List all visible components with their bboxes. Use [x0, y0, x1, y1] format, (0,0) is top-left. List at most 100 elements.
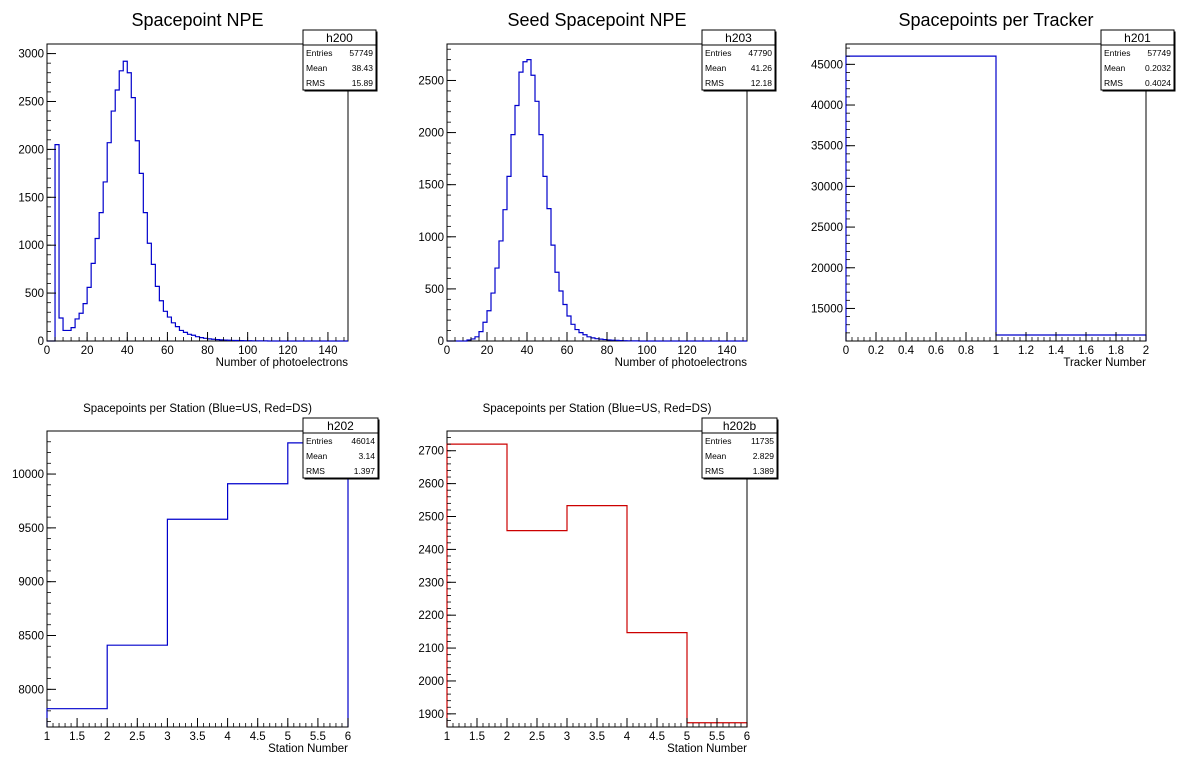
- stats-box: h202b Entries 11735 Mean 2.829 RMS 1.389: [701, 417, 779, 480]
- stats-label: Entries: [306, 436, 332, 446]
- x-tick-label: 4: [224, 731, 231, 743]
- x-tick-label: 0: [444, 345, 450, 357]
- y-tick-label: 8000: [18, 684, 44, 696]
- y-axis: 8000 8500 9000 9500 10000: [12, 430, 56, 723]
- y-tick-label: 2500: [418, 75, 444, 87]
- stats-value: 46014: [351, 436, 375, 446]
- chart-title: Spacepoint NPE: [131, 10, 263, 30]
- stats-value: 1.389: [753, 466, 775, 476]
- y-tick-label: 10000: [12, 469, 44, 481]
- stats-label: Entries: [705, 48, 731, 58]
- y-tick-label: 2400: [418, 544, 444, 556]
- stats-box: h202 Entries 46014 Mean 3.14 RMS 1.397: [302, 417, 380, 480]
- y-tick-label: 2600: [418, 479, 444, 491]
- x-tick-label: 0.4: [898, 345, 915, 357]
- stats-label: Mean: [306, 451, 328, 461]
- stats-label: Mean: [705, 451, 727, 461]
- x-tick-label: 5.5: [310, 731, 326, 743]
- stats-box: h203 Entries 47790 Mean 41.26 RMS 12.18: [701, 29, 777, 92]
- stats-value: 1.397: [354, 466, 376, 476]
- x-tick-label: 0: [44, 345, 50, 357]
- x-tick-label: 3: [164, 731, 170, 743]
- x-tick-label: 4.5: [250, 731, 266, 743]
- y-tick-label: 25000: [811, 222, 843, 234]
- x-tick-label: 1.5: [469, 731, 485, 743]
- stats-label: Entries: [306, 48, 332, 58]
- x-tick-label: 1: [44, 731, 50, 743]
- stats-value: 11735: [751, 436, 774, 446]
- x-tick-label: 2: [504, 731, 510, 743]
- x-tick-label: 20: [81, 345, 94, 357]
- stats-label: Mean: [705, 63, 727, 73]
- y-tick-label: 1000: [18, 240, 44, 252]
- y-tick-label: 40000: [811, 100, 843, 112]
- y-tick-label: 9500: [18, 523, 44, 535]
- y-tick-label: 500: [425, 284, 444, 296]
- stats-value: 12.18: [751, 78, 773, 88]
- y-axis: 15000 20000 25000 30000 35000 40000 45000: [811, 47, 855, 342]
- chart-title: Seed Spacepoint NPE: [507, 10, 686, 30]
- chart-title: Spacepoints per Station (Blue=US, Red=DS…: [483, 403, 712, 415]
- x-axis-title: Station Number: [667, 743, 747, 755]
- y-axis: 1900 2000 2100 2200 2300 2400 2500 2600 2700: [418, 430, 456, 728]
- y-tick-label: 2000: [18, 144, 44, 156]
- x-tick-label: 6: [345, 731, 351, 743]
- stats-label: Entries: [1104, 48, 1130, 58]
- histogram-panel-h202: Spacepoints per Station (Blue=US, Red=DS…: [12, 403, 380, 755]
- stats-box-frame: [302, 417, 379, 479]
- stats-value: 57749: [1147, 48, 1171, 58]
- stats-box-name: h200: [326, 31, 353, 45]
- y-tick-label: 500: [25, 288, 44, 300]
- y-tick-label: 0: [38, 336, 44, 348]
- x-tick-label: 5: [285, 731, 291, 743]
- histogram-series-h201: [845, 55, 1147, 341]
- x-tick-label: 1.8: [1108, 345, 1124, 357]
- stats-label: RMS: [705, 466, 724, 476]
- y-tick-label: 2700: [418, 446, 444, 458]
- x-axis-title: Number of photoelectrons: [216, 357, 349, 369]
- plot-frame: [446, 43, 748, 342]
- stats-box-frame: [1100, 29, 1175, 91]
- x-tick-label: 60: [561, 345, 574, 357]
- histogram-panel-h202b: Spacepoints per Station (Blue=US, Red=DS…: [418, 403, 779, 755]
- chart-title: Spacepoints per Tracker: [898, 10, 1093, 30]
- stats-value: 47790: [748, 48, 772, 58]
- x-tick-label: 1: [444, 731, 450, 743]
- x-tick-label: 40: [521, 345, 534, 357]
- y-tick-label: 1900: [418, 709, 444, 721]
- stats-value: 57749: [349, 48, 373, 58]
- histogram-series-h200: [47, 60, 348, 342]
- stats-value: 3.14: [358, 451, 375, 461]
- histogram-panel-h203: Seed Spacepoint NPE 0 20 40 60 80 100 120 140Num…: [418, 10, 777, 369]
- stats-label: Mean: [306, 63, 328, 73]
- x-tick-label: 1.4: [1048, 345, 1065, 357]
- x-tick-label: 40: [121, 345, 134, 357]
- x-tick-label: 80: [201, 345, 214, 357]
- stats-box-name: h202: [327, 419, 354, 433]
- y-tick-label: 1500: [18, 192, 44, 204]
- x-tick-label: 100: [637, 345, 656, 357]
- y-tick-label: 0: [438, 336, 444, 348]
- stats-value: 41.26: [751, 63, 773, 73]
- y-tick-label: 2100: [418, 643, 444, 655]
- stats-label: RMS: [705, 78, 724, 88]
- x-tick-label: 120: [677, 345, 696, 357]
- x-tick-label: 1: [993, 345, 999, 357]
- x-axis-title: Station Number: [268, 743, 348, 755]
- stats-value: 2.829: [753, 451, 775, 461]
- x-tick-label: 0: [843, 345, 849, 357]
- stats-box: h200 Entries 57749 Mean 38.43 RMS 15.89: [302, 29, 378, 92]
- stats-box: h201 Entries 57749 Mean 0.2032 RMS 0.4024: [1100, 29, 1176, 92]
- y-tick-label: 30000: [811, 181, 843, 193]
- stats-box-name: h201: [1124, 31, 1151, 45]
- stats-box-frame: [701, 417, 778, 479]
- y-tick-label: 2000: [418, 128, 444, 140]
- stats-label: Mean: [1104, 63, 1126, 73]
- x-tick-label: 0.8: [958, 345, 974, 357]
- y-tick-label: 15000: [811, 303, 843, 315]
- stats-value: 15.89: [352, 78, 374, 88]
- plot-frame: [46, 43, 349, 342]
